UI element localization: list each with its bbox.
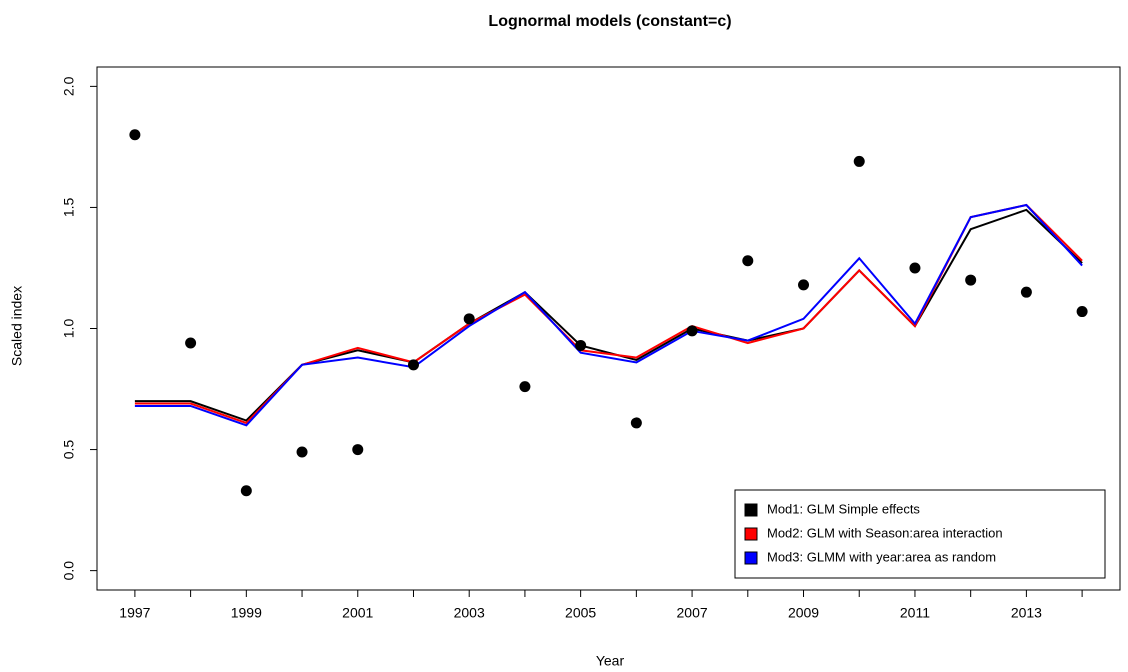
x-tick-label: 2005 (565, 605, 596, 621)
series-line (134, 203, 1083, 425)
x-tick-label: 2003 (454, 605, 485, 621)
x-axis-label: Year (596, 653, 625, 669)
point (575, 339, 587, 351)
point (853, 155, 865, 167)
point (296, 446, 308, 458)
x-tick-label: 2013 (1011, 605, 1042, 621)
legend-box (734, 489, 1106, 579)
legend-swatch (744, 503, 758, 517)
point (352, 444, 364, 456)
y-axis-label: Scaled index (9, 286, 25, 366)
x-tick-label: 2007 (677, 605, 708, 621)
point (185, 337, 197, 349)
point (798, 279, 810, 291)
point (129, 129, 141, 141)
point (1076, 306, 1088, 318)
x-tick-label: 2009 (788, 605, 819, 621)
y-tick-label: 1.5 (61, 197, 77, 217)
legend-swatch (744, 527, 758, 541)
point (686, 325, 698, 337)
point (240, 485, 252, 497)
point (1020, 286, 1032, 298)
legend-label: Mod2: GLM with Season:area interaction (767, 525, 1003, 540)
y-tick-label: 0.5 (61, 440, 77, 460)
point (463, 313, 475, 325)
point (909, 262, 921, 274)
x-tick-label: 1997 (119, 605, 150, 621)
chart-title: Lognormal models (constant=c) (488, 13, 731, 30)
series-line (134, 208, 1083, 422)
point (630, 417, 642, 429)
x-tick-label: 2001 (342, 605, 373, 621)
point (407, 359, 419, 371)
point (742, 255, 754, 267)
y-tick-label: 1.0 (61, 319, 77, 339)
y-tick-label: 0.0 (61, 561, 77, 581)
legend-swatch (744, 551, 758, 565)
x-tick-label: 1999 (231, 605, 262, 621)
legend-label: Mod1: GLM Simple effects (767, 501, 920, 516)
point (519, 381, 531, 393)
x-tick-label: 2011 (900, 605, 930, 621)
legend-label: Mod3: GLMM with year:area as random (767, 549, 996, 564)
y-tick-label: 2.0 (61, 76, 77, 96)
series-line (134, 203, 1083, 427)
point (965, 274, 977, 286)
